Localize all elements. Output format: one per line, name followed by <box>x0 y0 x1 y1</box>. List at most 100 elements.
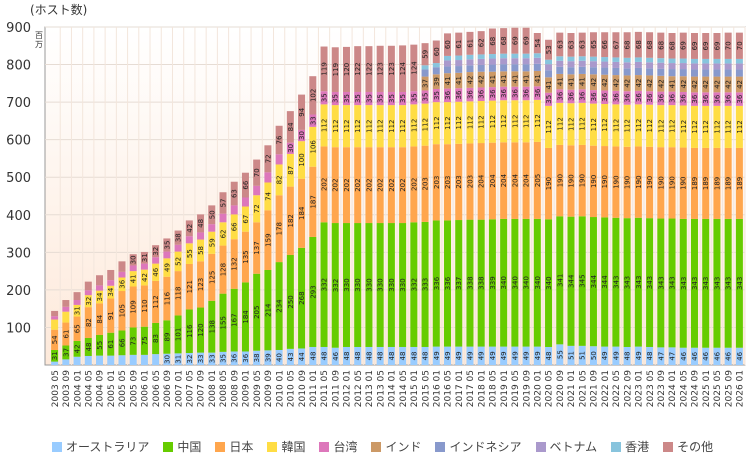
data-label: 35 <box>163 241 171 250</box>
bar-segment <box>713 63 721 70</box>
bar-segment <box>488 28 496 55</box>
data-label: 42 <box>657 79 665 88</box>
bar-segment <box>679 58 687 64</box>
y-tick-label: 200 <box>6 284 31 299</box>
bar-segment <box>488 100 496 143</box>
bars: 3154376142653148823255843461913466105367… <box>51 27 744 365</box>
bar-segment <box>488 71 496 88</box>
x-tick-label: 2013 01 <box>365 370 375 407</box>
bar-segment <box>668 147 676 219</box>
data-label: 112 <box>624 119 632 132</box>
data-label: 112 <box>568 118 576 131</box>
data-label: 41 <box>579 77 587 86</box>
bar-segment <box>399 91 407 106</box>
data-label: 190 <box>646 176 654 189</box>
data-label: 49 <box>511 351 519 360</box>
data-label: 36 <box>118 279 126 288</box>
data-label: 110 <box>141 299 149 312</box>
bar-segment <box>634 75 642 91</box>
data-label: 58 <box>197 246 205 255</box>
legend-swatch <box>163 441 174 452</box>
bar-segment <box>309 126 317 167</box>
bar-segment <box>320 146 328 223</box>
bar-segment <box>399 45 407 92</box>
bar-segment <box>354 46 362 92</box>
bar-stack: 49 343 190 112 36 42 67 <box>612 32 620 365</box>
x-tick-label: 2010 09 <box>298 370 308 407</box>
data-label: 53 <box>545 45 553 54</box>
bar-segment <box>589 103 597 146</box>
bar-segment <box>140 354 148 365</box>
data-label: 62 <box>220 229 228 238</box>
bar-segment <box>410 104 418 147</box>
bar-segment <box>219 351 227 365</box>
bar-segment <box>601 61 609 68</box>
bar-segment <box>724 32 732 59</box>
bar-segment <box>455 346 463 365</box>
bar-segment <box>174 244 182 252</box>
bar-segment <box>320 104 328 147</box>
y-tick-label: 300 <box>6 246 31 261</box>
data-label: 330 <box>365 278 373 291</box>
bar-segment <box>601 74 609 91</box>
data-label: 122 <box>365 62 373 75</box>
bar-segment <box>219 222 227 246</box>
data-label: 118 <box>175 287 183 300</box>
data-label: 125 <box>208 271 216 284</box>
bar-segment <box>455 72 463 89</box>
data-label: 205 <box>253 306 261 319</box>
bar-segment <box>646 57 654 63</box>
bar-segment <box>646 146 654 219</box>
bar-segment <box>51 310 59 317</box>
legend-label: 日本 <box>229 440 254 454</box>
x-tick-label: 2017 01 <box>455 370 465 407</box>
bar-segment <box>713 347 721 365</box>
data-label: 31 <box>175 355 183 364</box>
legend-item: オーストラリア <box>52 438 149 455</box>
data-label: 203 <box>466 175 474 188</box>
data-label: 49 <box>466 351 474 360</box>
data-label: 105 <box>118 304 126 317</box>
bar-segment <box>62 359 70 365</box>
legend-swatch <box>371 441 382 452</box>
bar-segment <box>286 142 294 154</box>
legend-item: 香港 <box>611 438 649 455</box>
data-label: 41 <box>444 76 452 85</box>
bar-segment <box>556 73 564 90</box>
bar-segment <box>365 105 373 148</box>
bar-segment <box>522 100 530 143</box>
x-tick-label: 2012 01 <box>343 370 353 407</box>
bar-segment <box>96 290 104 304</box>
data-label: 340 <box>511 276 519 289</box>
bar-segment <box>275 262 283 350</box>
x-tick-label: 2022 01 <box>601 370 611 407</box>
data-label: 202 <box>377 178 385 191</box>
bar-segment <box>702 105 710 148</box>
bar-segment <box>354 91 362 106</box>
bar-stack: 48 82 32 <box>84 281 93 365</box>
data-label: 73 <box>130 337 138 346</box>
data-label: 343 <box>669 276 677 289</box>
data-label: 155 <box>220 316 228 329</box>
bar-segment <box>679 91 687 106</box>
data-label: 51 <box>568 351 576 360</box>
legend-swatch <box>663 441 674 452</box>
data-label: 343 <box>680 277 688 290</box>
data-label: 48 <box>399 352 407 361</box>
data-label: 343 <box>691 277 699 290</box>
data-label: 41 <box>568 78 576 87</box>
bar-segment <box>477 71 485 88</box>
data-label: 112 <box>478 115 486 128</box>
data-label: 68 <box>624 41 632 50</box>
bar-segment <box>298 247 306 349</box>
data-label: 42 <box>691 80 699 89</box>
bar-segment <box>241 282 249 352</box>
bar-segment <box>713 76 721 93</box>
x-tick-label: 2020 01 <box>534 370 544 407</box>
data-label: 336 <box>444 276 452 290</box>
data-label: 35 <box>332 94 340 103</box>
bar-segment <box>578 56 586 61</box>
data-label: 345 <box>579 274 587 287</box>
bar-segment <box>477 58 485 65</box>
data-label: 61 <box>107 340 115 349</box>
